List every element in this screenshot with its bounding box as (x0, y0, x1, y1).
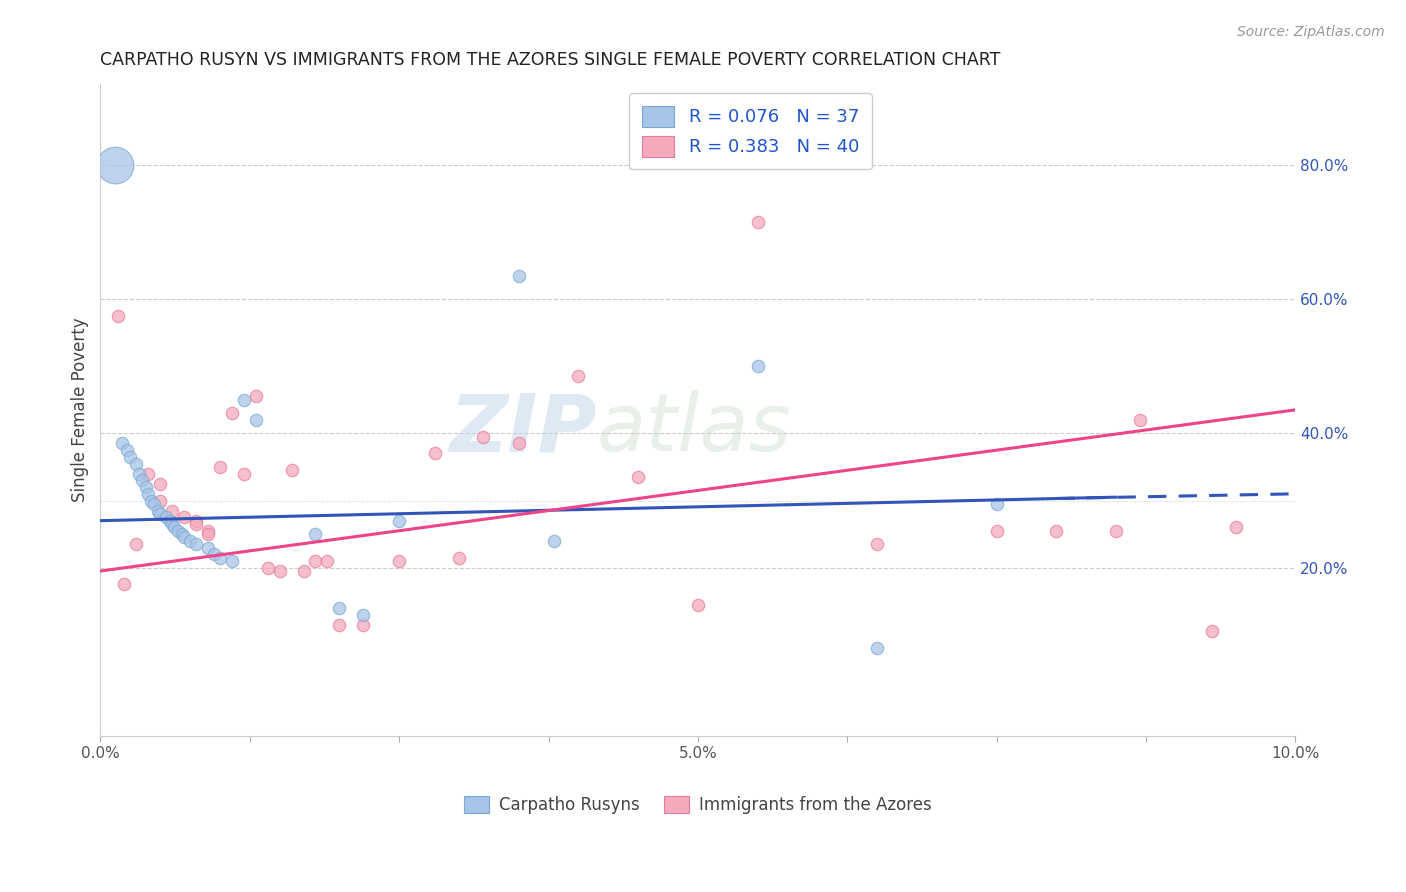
Point (160, 516, 183, 531)
Point (352, 607, 374, 622)
Point (167, 524, 190, 538)
Point (747, 359, 769, 374)
Point (149, 476, 172, 491)
Point (423, 446, 446, 460)
Point (1129, 413, 1152, 427)
Point (208, 459, 231, 474)
Text: atlas: atlas (596, 391, 792, 468)
Point (304, 527, 326, 541)
Point (184, 516, 207, 531)
Point (159, 514, 181, 528)
Point (866, 537, 889, 551)
Point (1045, 524, 1067, 538)
Point (136, 467, 159, 481)
Point (107, 309, 129, 323)
Point (111, 436, 134, 450)
Point (104, 158, 127, 172)
Point (173, 510, 195, 524)
Point (197, 541, 219, 555)
Point (197, 527, 219, 541)
Point (221, 406, 243, 420)
Point (747, 215, 769, 229)
Point (149, 507, 172, 521)
Point (316, 554, 339, 568)
Point (543, 533, 565, 548)
Legend: Carpatho Rusyns, Immigrants from the Azores: Carpatho Rusyns, Immigrants from the Azo… (457, 789, 939, 821)
Point (131, 474, 153, 488)
Point (1105, 524, 1128, 538)
Point (125, 537, 148, 551)
Point (179, 533, 201, 548)
Point (567, 369, 589, 384)
Point (866, 641, 889, 656)
Point (139, 493, 162, 508)
Point (388, 554, 411, 568)
Point (986, 524, 1008, 538)
Point (245, 413, 267, 427)
Point (232, 392, 254, 407)
Point (125, 457, 148, 471)
Point (471, 430, 494, 444)
Point (1225, 520, 1247, 534)
Point (686, 598, 709, 612)
Point (149, 493, 172, 508)
Point (1201, 624, 1223, 639)
Point (136, 487, 159, 501)
Point (170, 527, 193, 541)
Point (986, 497, 1008, 511)
Point (292, 564, 315, 578)
Point (112, 577, 135, 591)
Point (184, 514, 207, 528)
Point (328, 617, 350, 632)
Point (627, 470, 650, 484)
Point (202, 547, 225, 561)
Point (269, 564, 291, 578)
Point (245, 389, 267, 403)
Point (208, 550, 231, 565)
Point (160, 503, 183, 517)
Point (256, 560, 278, 574)
Text: CARPATHO RUSYN VS IMMIGRANTS FROM THE AZORES SINGLE FEMALE POVERTY CORRELATION C: CARPATHO RUSYN VS IMMIGRANTS FROM THE AZ… (100, 51, 1001, 69)
Point (197, 524, 219, 538)
Point (447, 550, 470, 565)
Point (328, 601, 350, 615)
Point (146, 503, 169, 517)
Point (115, 443, 138, 458)
Point (173, 531, 195, 545)
Point (232, 467, 254, 481)
Point (508, 436, 530, 450)
Point (304, 554, 326, 568)
Point (143, 497, 166, 511)
Y-axis label: Single Female Poverty: Single Female Poverty (72, 318, 89, 502)
Point (221, 554, 243, 568)
Text: ZIP: ZIP (449, 391, 596, 468)
Point (184, 537, 207, 551)
Point (352, 617, 374, 632)
Point (508, 268, 530, 283)
Point (128, 467, 150, 481)
Point (120, 450, 142, 464)
Point (280, 463, 302, 477)
Point (155, 510, 177, 524)
Point (163, 520, 186, 534)
Point (135, 480, 157, 494)
Text: Source: ZipAtlas.com: Source: ZipAtlas.com (1237, 25, 1385, 39)
Point (388, 514, 411, 528)
